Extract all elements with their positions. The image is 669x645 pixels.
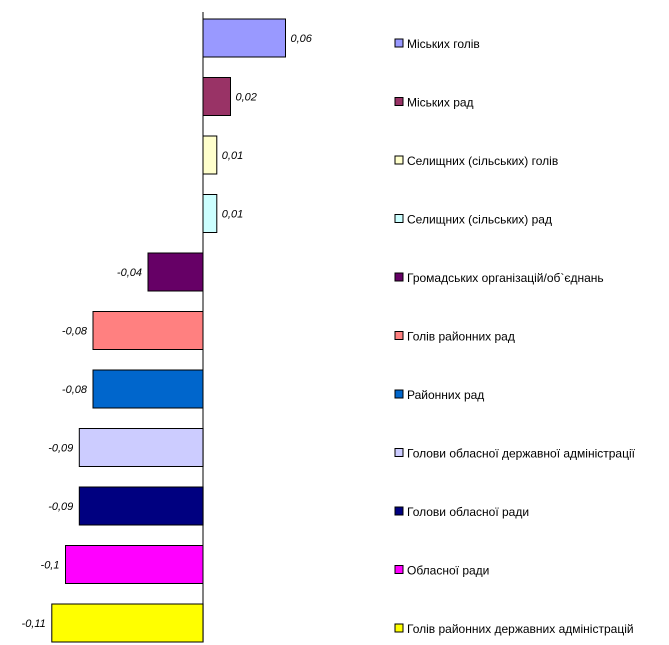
legend: Міських голів Міських рад Селищних (сільсь… <box>395 37 636 636</box>
legend-label-7: Районних рад <box>407 388 484 402</box>
legend-label-3: Селищних (сільських) голів <box>407 154 558 168</box>
legend-label-5: Громадських організацій/об`єднань <box>407 271 604 285</box>
bar-4 <box>203 195 217 233</box>
legend-label-2: Міських рад <box>407 96 474 110</box>
bar-value-label-8: -0,09 <box>48 443 73 455</box>
legend-swatch-10 <box>395 566 403 574</box>
legend-swatch-8 <box>395 449 403 457</box>
bar-value-label-5: -0,04 <box>117 267 142 279</box>
bar-1 <box>203 19 286 57</box>
bar-value-label-9: -0,09 <box>48 501 73 513</box>
bar-10 <box>66 546 204 584</box>
legend-swatch-5 <box>395 273 403 281</box>
bar-value-label-7: -0,08 <box>62 384 88 396</box>
bar-6 <box>93 312 203 350</box>
bar-value-label-1: 0,06 <box>291 33 313 45</box>
bar-value-label-11: -0,11 <box>22 618 46 630</box>
legend-swatch-7 <box>395 390 403 398</box>
legend-label-4: Селищних (сільських) рад <box>407 213 552 227</box>
bar-8 <box>79 429 203 467</box>
bar-5 <box>148 253 203 291</box>
bar-3 <box>203 136 217 174</box>
bar-7 <box>93 370 203 408</box>
bar-2 <box>203 78 231 116</box>
legend-swatch-4 <box>395 215 403 223</box>
legend-swatch-3 <box>395 156 403 164</box>
legend-label-9: Голови обласної ради <box>407 505 529 519</box>
legend-swatch-6 <box>395 332 403 340</box>
bar-value-label-2: 0,02 <box>236 92 257 104</box>
legend-label-6: Голів районних рад <box>407 330 515 344</box>
bar-value-label-6: -0,08 <box>62 326 88 338</box>
bar-value-label-10: -0,1 <box>41 560 60 572</box>
legend-swatch-9 <box>395 507 403 515</box>
legend-label-10: Обласної ради <box>407 564 489 578</box>
bar-11 <box>52 604 203 642</box>
legend-label-11: Голів районних державних адміністрацій <box>407 622 634 636</box>
legend-swatch-1 <box>395 39 403 47</box>
bar-value-label-4: 0,01 <box>222 209 243 221</box>
bar-9 <box>79 487 203 525</box>
legend-swatch-11 <box>395 624 403 632</box>
legend-label-8: Голови обласної державної адміністрації <box>407 447 636 461</box>
bars-group: 0,06 0,02 0,01 0,01 -0,04 -0,08 -0,08 -0,09 -0,0… <box>22 19 313 642</box>
legend-swatch-2 <box>395 98 403 106</box>
bar-value-label-3: 0,01 <box>222 150 243 162</box>
legend-label-1: Міських голів <box>407 37 480 51</box>
